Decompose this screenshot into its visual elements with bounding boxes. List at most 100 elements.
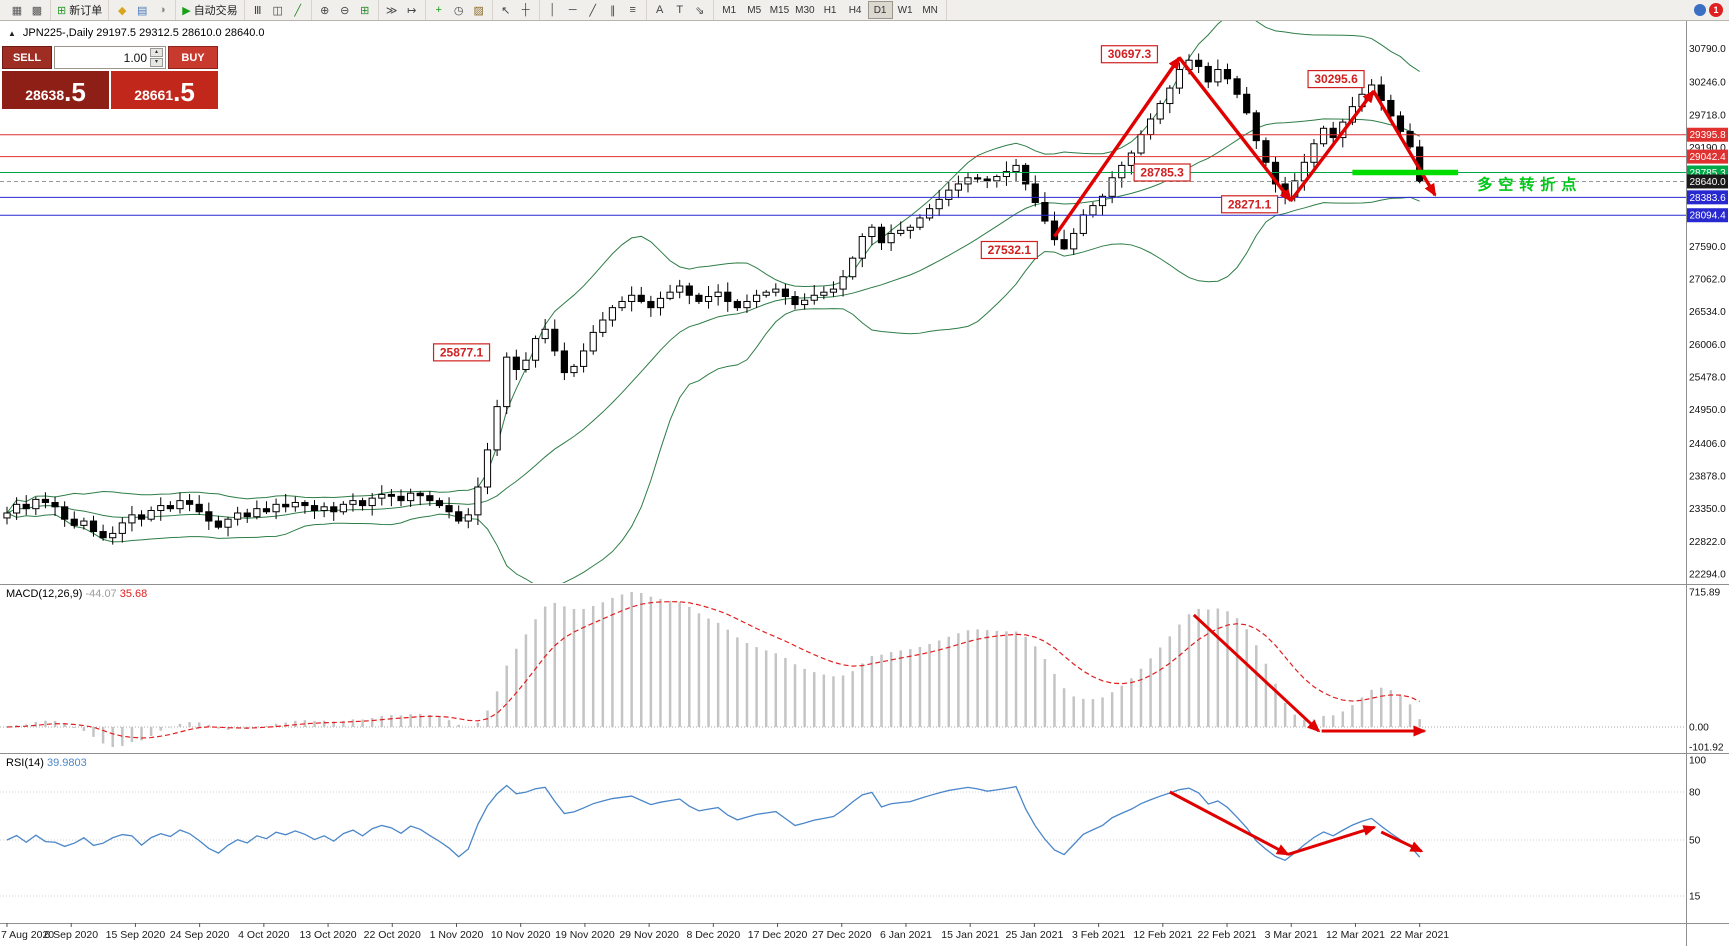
macd-signal-line bbox=[6, 601, 1420, 739]
price-label-annotation[interactable] bbox=[1220, 195, 1279, 214]
bid-price[interactable]: 28638.5 bbox=[2, 71, 109, 109]
note-text[interactable]: 多空转折点 bbox=[1477, 176, 1582, 194]
periods-button[interactable]: ◷ bbox=[449, 1, 469, 19]
volume-down-button[interactable]: ▾ bbox=[150, 58, 163, 67]
chart-profiles-button[interactable]: ▩ bbox=[27, 1, 47, 19]
candle bbox=[791, 296, 799, 306]
timeframe-d1-button[interactable]: D1 bbox=[867, 1, 893, 19]
fibonacci-icon: ≡ bbox=[629, 4, 636, 16]
timeframe-h1-button[interactable]: H1 bbox=[823, 4, 837, 16]
trend-arrow[interactable] bbox=[1289, 89, 1375, 202]
timeframe-mn-button[interactable]: MN bbox=[922, 4, 938, 16]
trendline-button[interactable]: ╱ bbox=[583, 1, 603, 19]
price-label-annotation[interactable] bbox=[432, 343, 491, 362]
chart-bars-button[interactable]: Ⅲ bbox=[248, 1, 268, 19]
candle bbox=[714, 291, 722, 298]
svg-text:100: 100 bbox=[1689, 756, 1706, 767]
new-chart-button[interactable]: ▦ bbox=[7, 1, 27, 19]
text-label-button[interactable]: T bbox=[670, 1, 690, 19]
timeframe-m15-button[interactable]: M15 bbox=[769, 4, 790, 16]
date-label: 22 Mar 2021 bbox=[1390, 929, 1449, 941]
status-icon[interactable] bbox=[1694, 4, 1706, 16]
bollinger-band-line bbox=[6, 118, 1420, 519]
horizontal-line-button[interactable]: ─ bbox=[563, 1, 583, 19]
trend-arrow[interactable] bbox=[1372, 90, 1437, 197]
candle bbox=[762, 291, 770, 296]
timeframe-m5-button[interactable]: M5 bbox=[747, 4, 762, 16]
timeframe-m30-button[interactable]: M30 bbox=[795, 4, 815, 16]
trend-arrow[interactable] bbox=[1178, 56, 1293, 203]
vertical-line-button[interactable]: │ bbox=[543, 1, 563, 19]
indicators-icon: + bbox=[435, 4, 442, 16]
one-click-toggle-icon[interactable]: ▲ bbox=[8, 28, 16, 38]
candle bbox=[503, 356, 511, 408]
macd-trend-arrow[interactable] bbox=[1192, 613, 1321, 733]
candle bbox=[310, 505, 319, 512]
axis-price-tag bbox=[1687, 208, 1728, 223]
timeframe-m1-button[interactable]: M1 bbox=[722, 4, 737, 16]
timeframe-w1-button[interactable]: W1 bbox=[897, 4, 913, 16]
svg-text:29042.4: 29042.4 bbox=[1690, 152, 1727, 163]
timeframe-h4-button[interactable]: H4 bbox=[848, 4, 862, 16]
candle bbox=[1146, 118, 1155, 135]
svg-text:27532.1: 27532.1 bbox=[988, 243, 1032, 257]
svg-text:28271.1: 28271.1 bbox=[1228, 197, 1272, 211]
candle bbox=[916, 217, 924, 228]
autotrading-button[interactable]: ▶ 自动交易 bbox=[182, 4, 238, 18]
candle bbox=[464, 514, 472, 522]
rsi-trend-arrow[interactable] bbox=[1169, 790, 1290, 856]
new-chart-icon: ▦ bbox=[11, 4, 23, 17]
candle bbox=[455, 511, 463, 522]
svg-text:24950.0: 24950.0 bbox=[1689, 405, 1726, 416]
rsi-trend-arrow[interactable] bbox=[1380, 830, 1424, 853]
metaeditor-button[interactable]: ◆ bbox=[112, 1, 132, 19]
candle bbox=[1137, 133, 1145, 154]
zoom-in-button[interactable]: ⊕ bbox=[315, 1, 335, 19]
candle bbox=[1319, 127, 1328, 145]
volume-up-button[interactable]: ▴ bbox=[150, 48, 163, 57]
trend-arrow[interactable] bbox=[1053, 56, 1181, 238]
price-label-annotation[interactable] bbox=[1100, 45, 1159, 64]
sell-button[interactable]: SELL bbox=[2, 46, 52, 69]
cursor-button[interactable]: ↖ bbox=[496, 1, 516, 19]
svg-text:28383.6: 28383.6 bbox=[1690, 193, 1727, 204]
new-order-button[interactable]: ⊞ 新订单 bbox=[57, 4, 103, 18]
price-label-annotation[interactable] bbox=[1133, 163, 1191, 182]
candle bbox=[214, 520, 223, 528]
arrow-tools-button[interactable]: ⇘ bbox=[690, 1, 710, 19]
auto-scroll-button[interactable]: ≫ bbox=[382, 1, 402, 19]
notification-badge[interactable]: 1 bbox=[1709, 3, 1723, 17]
date-label: 3 Mar 2021 bbox=[1265, 929, 1318, 941]
rsi-indicator-label: RSI(14) 39.9803 bbox=[6, 757, 87, 769]
indicators-button[interactable]: + bbox=[429, 1, 449, 19]
buy-button[interactable]: BUY bbox=[168, 46, 218, 69]
price-label-annotation[interactable] bbox=[1307, 69, 1365, 89]
candle bbox=[685, 285, 693, 296]
strategy-tester-button[interactable]: ◑ bbox=[152, 1, 172, 19]
candle bbox=[397, 495, 405, 502]
crosshair-button[interactable]: ┼ bbox=[516, 1, 536, 19]
candle bbox=[906, 226, 914, 231]
rsi-trend-arrow[interactable] bbox=[1287, 825, 1377, 856]
volume-spinner[interactable]: 1.00 ▴ ▾ bbox=[54, 46, 166, 69]
volume-value[interactable]: 1.00 bbox=[123, 50, 147, 65]
terminal-button[interactable]: ▤ bbox=[132, 1, 152, 19]
trendline-icon: ╱ bbox=[589, 4, 596, 17]
templates-button[interactable]: ▨ bbox=[469, 1, 489, 19]
chart-shift-button[interactable]: ↦ bbox=[402, 1, 422, 19]
ask-price[interactable]: 28661.5 bbox=[111, 71, 218, 109]
candle bbox=[493, 406, 501, 451]
zoom-out-button[interactable]: ⊖ bbox=[335, 1, 355, 19]
text-button[interactable]: A bbox=[650, 1, 670, 19]
chart-candles-button[interactable]: ◫ bbox=[268, 1, 288, 19]
candle bbox=[378, 493, 386, 499]
equidistant-channel-button[interactable]: ∥ bbox=[603, 1, 623, 19]
price-label-annotation[interactable] bbox=[980, 240, 1038, 260]
text-icon: A bbox=[656, 4, 664, 16]
chart-line-button[interactable]: ╱ bbox=[288, 1, 308, 19]
candle bbox=[1252, 112, 1260, 142]
tile-windows-button[interactable]: ⊞ bbox=[355, 1, 375, 19]
fibonacci-button[interactable]: ≡ bbox=[623, 1, 643, 19]
candle bbox=[416, 492, 424, 497]
